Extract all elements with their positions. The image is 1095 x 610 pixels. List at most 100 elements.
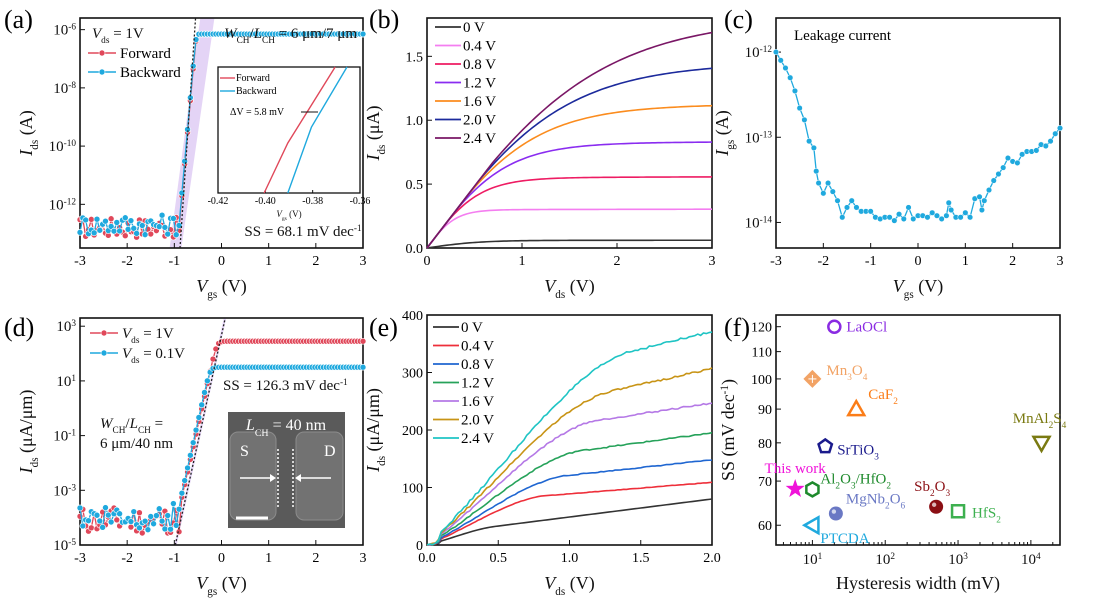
panel-d: (d) Vgs (V) Ids (μA/μm) -3 -2 -1 0 1 2 3 10-5 10-3 1… <box>4 313 367 598</box>
series-line-0.4v <box>426 481 713 546</box>
legend-marker <box>100 349 108 357</box>
data-point <box>93 215 101 223</box>
series-line-2.0v <box>426 367 713 546</box>
data-point <box>976 193 983 200</box>
data-point <box>161 224 169 231</box>
data-point <box>102 217 109 225</box>
inset-x-tick-label: -0.36 <box>350 196 371 207</box>
data-point <box>843 204 851 211</box>
x-tick-label: -1 <box>865 254 877 269</box>
point-label: This work <box>765 461 827 477</box>
y-tick-label: 300 <box>402 367 423 382</box>
data-point <box>136 509 143 517</box>
x-axis-label: Vgs (V) <box>196 573 246 598</box>
panel-label: (d) <box>4 313 34 342</box>
data-point <box>158 211 166 219</box>
point-label: Al2O3/HfO2 <box>820 471 891 491</box>
data-point <box>933 212 940 219</box>
lch-label: LCH = 40 nm <box>245 417 327 439</box>
data-point <box>1014 159 1021 166</box>
data-point <box>175 528 183 536</box>
drain-electrode <box>295 431 344 521</box>
data-point <box>1052 130 1059 137</box>
x-tick-label: -3 <box>770 254 782 269</box>
data-point <box>896 211 903 218</box>
data-point <box>209 355 217 363</box>
data-point <box>127 217 135 224</box>
legend-marker <box>98 68 106 76</box>
x-tick-label: 1.5 <box>632 551 650 566</box>
x-tick-label: -2 <box>817 254 829 269</box>
data-point <box>815 180 822 187</box>
legend-label: Forward <box>120 46 171 62</box>
data-point <box>127 518 135 525</box>
legend-label: 0 V <box>463 20 485 36</box>
data-point <box>82 216 89 224</box>
data-point <box>981 197 988 204</box>
data-point <box>155 223 163 230</box>
plot-frame <box>775 314 1061 546</box>
series-line-1.2v <box>427 431 713 546</box>
legend-marker <box>98 49 106 57</box>
y-tick-label: 101 <box>56 374 76 390</box>
data-point <box>76 229 84 236</box>
x-tick-label: 1 <box>962 254 969 269</box>
x-axis-label: Vds (V) <box>544 276 594 301</box>
x-tick-label: 2 <box>1009 254 1016 269</box>
legend-label: 2.4 V <box>463 131 496 147</box>
data-point <box>1042 142 1049 150</box>
x-tick-label: 1 <box>265 254 272 269</box>
x-tick-label: 3 <box>360 551 367 566</box>
data-point <box>1047 138 1054 145</box>
data-point <box>990 177 997 184</box>
data-point <box>938 215 945 222</box>
x-tick-label: 2.0 <box>703 551 721 566</box>
data-point <box>107 518 115 526</box>
ss-fit-line <box>179 17 197 249</box>
inset-legend-label: Backward <box>236 86 277 97</box>
marker-ptcda <box>801 515 820 536</box>
inset-x-tick-label: -0.42 <box>208 196 229 207</box>
data-point <box>113 516 121 524</box>
legend-label: 1.6 V <box>463 94 496 110</box>
ratio-annotation: WCH/LCH = 6 μm/7 μm <box>224 26 357 46</box>
data-point <box>813 168 820 175</box>
data-point <box>172 231 180 239</box>
x-tick-label: 0.5 <box>490 551 508 566</box>
legend-label: 0.4 V <box>463 39 496 55</box>
inset-legend-label: Forward <box>236 73 270 84</box>
data-point <box>867 208 874 215</box>
data-point <box>158 517 166 525</box>
data-point <box>948 206 955 214</box>
inset-x-tick-label: -0.38 <box>302 196 323 207</box>
data-point <box>93 511 101 519</box>
data-point <box>201 389 208 396</box>
x-tick-label: 104 <box>1021 552 1041 568</box>
data-point <box>192 36 200 43</box>
point-label: HfS2 <box>972 505 1001 525</box>
data-point <box>181 157 189 165</box>
plot-frame <box>426 17 713 249</box>
data-point <box>967 214 974 221</box>
data-point <box>1004 155 1011 162</box>
panel-label: (f) <box>724 313 750 342</box>
data-point <box>359 30 367 38</box>
data-point <box>147 230 155 238</box>
legend-label: 2.4 V <box>461 431 494 447</box>
series-line-2.4v <box>426 331 713 546</box>
data-point <box>995 170 1002 178</box>
panel-label: (e) <box>369 313 398 342</box>
y-tick-label: 103 <box>56 319 76 335</box>
data-point <box>130 225 138 232</box>
panel-e: (e) Vds (V) Ids (μA/μm) 0.0 0.5 1.0 1.5 2.0 0 100… <box>363 309 721 598</box>
data-point <box>141 517 149 525</box>
panel-a: (a) Vgs (V) Ids (A) -3 -2 -1 0 1 2 3 10-12 10-10 10-… <box>4 5 370 301</box>
series-line-1.6v <box>426 402 713 546</box>
y-tick-label: 10-14 <box>745 215 773 231</box>
data-point <box>150 520 157 528</box>
data-point <box>184 464 191 472</box>
x-tick-label: -2 <box>121 254 133 269</box>
data-point <box>164 230 172 238</box>
y-tick-label: 0 <box>416 539 423 554</box>
legend-label: Vds = 0.1V <box>122 346 185 366</box>
